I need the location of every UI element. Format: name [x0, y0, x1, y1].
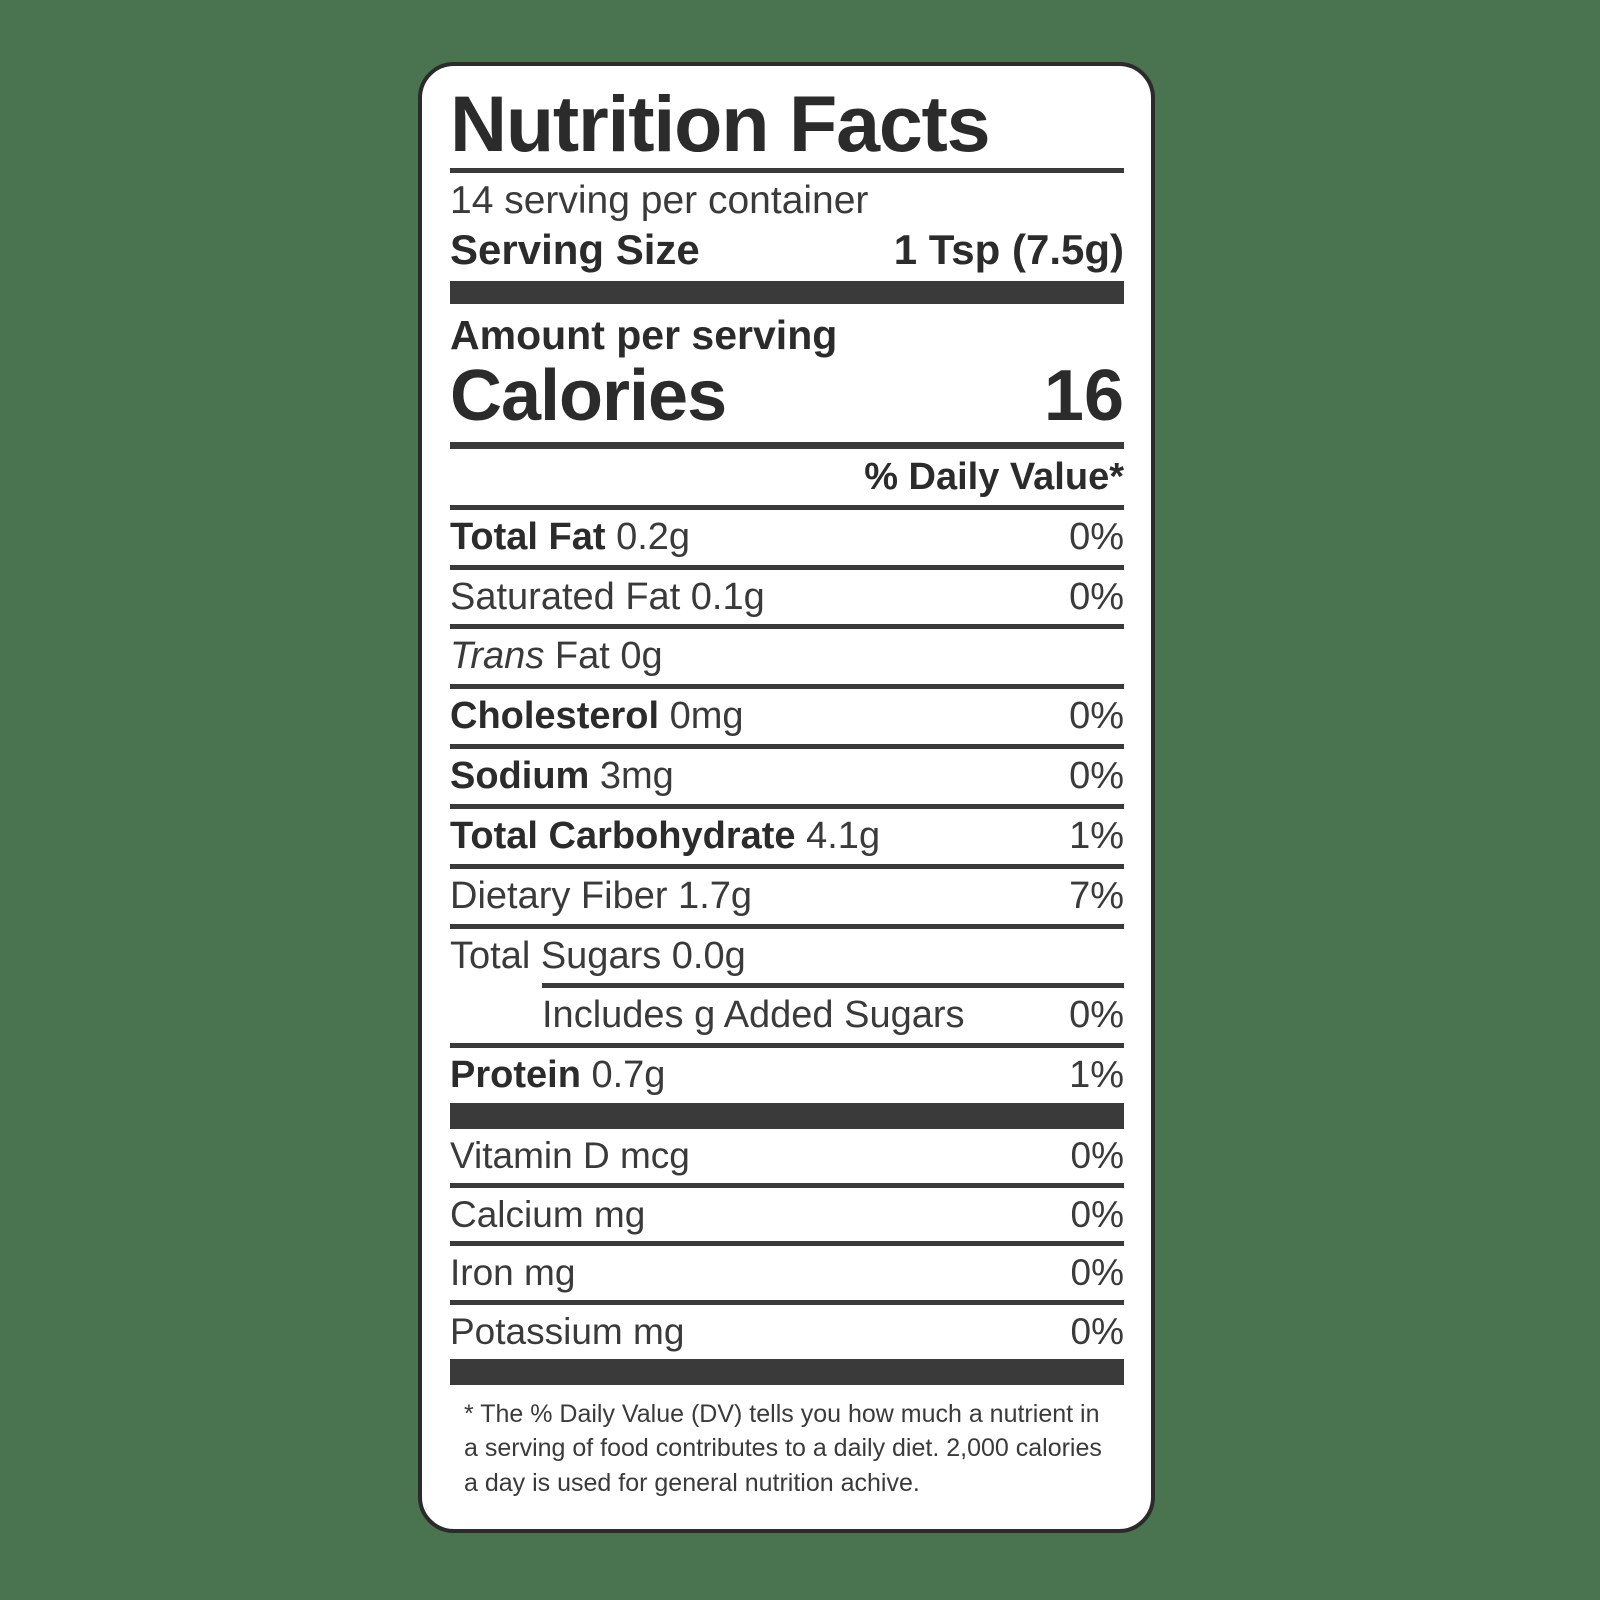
divider-row: [450, 564, 1124, 570]
separator-bar-middle: [450, 1103, 1124, 1130]
separator-bar-top: [450, 280, 1124, 304]
micronutrient-row: Calcium mg 0%: [450, 1188, 1124, 1242]
divider-indented: [542, 983, 1124, 989]
calories-value: 16: [1043, 356, 1124, 437]
nutrient-row: Total Sugars 0.0g: [450, 929, 1124, 984]
nutrient-row: Saturated Fat 0.1g 0%: [450, 570, 1124, 625]
divider-row: [450, 803, 1124, 809]
nutrient-daily-value: 1%: [1069, 814, 1124, 857]
micronutrient-row: Potassium mg 0%: [450, 1305, 1124, 1359]
micronutrient-daily-value: 0%: [1070, 1311, 1124, 1352]
divider-row: [450, 1300, 1124, 1305]
nutrient-name: Cholesterol 0mg: [450, 695, 744, 738]
divider-row: [450, 684, 1124, 690]
divider-row: [450, 863, 1124, 869]
micronutrient-daily-value: 0%: [1070, 1252, 1124, 1294]
nutrition-facts-label: Nutrition Facts 14 serving per container…: [418, 62, 1155, 1533]
nutrient-name: Total Fat 0.2g: [450, 515, 691, 558]
nutrient-name: Dietary Fiber 1.7g: [450, 874, 753, 917]
divider-row: [450, 923, 1124, 929]
divider-row: [450, 624, 1124, 630]
nutrient-daily-value: 0%: [1069, 994, 1124, 1037]
micronutrient-row: Vitamin D mcg 0%: [450, 1129, 1124, 1183]
nutrition-facts-content: Nutrition Facts 14 serving per container…: [450, 80, 1124, 1500]
nutrient-name: Trans Fat 0g: [450, 635, 663, 678]
divider-row: [450, 1043, 1124, 1049]
nutrient-daily-value: 0%: [1069, 695, 1124, 738]
serving-size-row: Serving Size 1 Tsp (7.5g): [450, 223, 1124, 281]
nutrient-row: Trans Fat 0g: [450, 629, 1124, 684]
divider-under-title: [450, 167, 1124, 173]
nutrient-row: Dietary Fiber 1.7g 7%: [450, 869, 1124, 924]
micronutrient-name: Iron mg: [450, 1252, 576, 1294]
nutrient-daily-value: 1%: [1069, 1054, 1124, 1097]
micronutrient-name: Potassium mg: [450, 1311, 685, 1352]
micronutrient-list: Vitamin D mcg 0% Calcium mg 0% Iron mg 0% Pota…: [450, 1129, 1124, 1359]
nutrient-name: Protein 0.7g: [450, 1054, 666, 1097]
micronutrient-row: Iron mg 0%: [450, 1246, 1124, 1300]
calories-label: Calories: [450, 356, 727, 437]
nutrient-daily-value: 0%: [1069, 755, 1124, 798]
nutrient-name: Saturated Fat 0.1g: [450, 575, 765, 618]
daily-value-footnote: * The % Daily Value (DV) tells you how m…: [464, 1399, 1102, 1497]
serving-size-value: 1 Tsp (7.5g): [893, 226, 1124, 274]
nutrient-name: Total Sugars 0.0g: [450, 934, 746, 977]
nutrient-row: Total Fat 0.2g 0%: [450, 510, 1124, 565]
nutrient-name: Includes g Added Sugars: [542, 994, 965, 1037]
calories-row: Calories 16: [450, 359, 1124, 442]
nutrient-row: Protein 0.7g 1%: [450, 1048, 1124, 1103]
page-title: Nutrition Facts: [450, 79, 991, 168]
divider-under-calories: [450, 442, 1124, 450]
micronutrient-name: Vitamin D mcg: [450, 1135, 690, 1177]
micronutrient-name: Calcium mg: [450, 1193, 646, 1235]
micronutrient-daily-value: 0%: [1070, 1135, 1124, 1177]
nutrient-row: Cholesterol 0mg 0%: [450, 689, 1124, 744]
nutrient-list: Total Fat 0.2g 0% Saturated Fat 0.1g 0% Tran…: [450, 504, 1124, 1103]
divider-row: [450, 1241, 1124, 1247]
nutrient-name: Total Carbohydrate 4.1g: [450, 814, 881, 857]
daily-value-header: % Daily Value*: [864, 456, 1124, 499]
servings-per-container: 14 serving per container: [450, 178, 869, 222]
nutrient-daily-value: 0%: [1069, 515, 1124, 558]
divider-row: [450, 1182, 1124, 1188]
nutrient-name: Sodium 3mg: [450, 755, 674, 798]
serving-size-label: Serving Size: [450, 226, 700, 274]
separator-bar-bottom: [450, 1358, 1124, 1385]
nutrient-daily-value: 0%: [1069, 575, 1124, 618]
divider-row: [450, 504, 1124, 510]
micronutrient-daily-value: 0%: [1070, 1193, 1124, 1235]
nutrient-row: Sodium 3mg 0%: [450, 749, 1124, 804]
nutrient-row: Total Carbohydrate 4.1g 1%: [450, 809, 1124, 864]
divider-row: [450, 744, 1124, 750]
amount-per-serving-label: Amount per serving: [450, 311, 838, 358]
nutrient-daily-value: 7%: [1069, 874, 1124, 917]
nutrient-row: Includes g Added Sugars 0%: [450, 988, 1124, 1043]
